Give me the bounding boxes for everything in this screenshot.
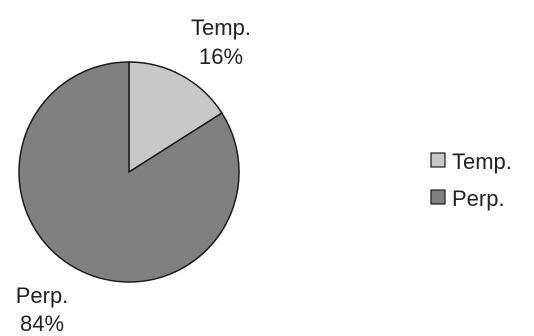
slice-label-temp-name: Temp. — [191, 15, 251, 40]
pie-slices — [18, 61, 240, 283]
legend-label-perp: Perp. — [452, 186, 505, 211]
pie-slice-perp — [18, 61, 240, 283]
legend-swatch-perp — [430, 189, 446, 205]
slice-label-perp-name: Perp. — [16, 283, 69, 308]
legend: Temp. Perp. — [430, 149, 512, 211]
pie-slice-temp — [128, 61, 223, 174]
slice-label-perp-value: 84% — [20, 311, 64, 336]
slice-label-temp-value: 16% — [199, 44, 243, 69]
legend-swatch-temp — [430, 152, 446, 168]
legend-label-temp: Temp. — [452, 149, 512, 174]
